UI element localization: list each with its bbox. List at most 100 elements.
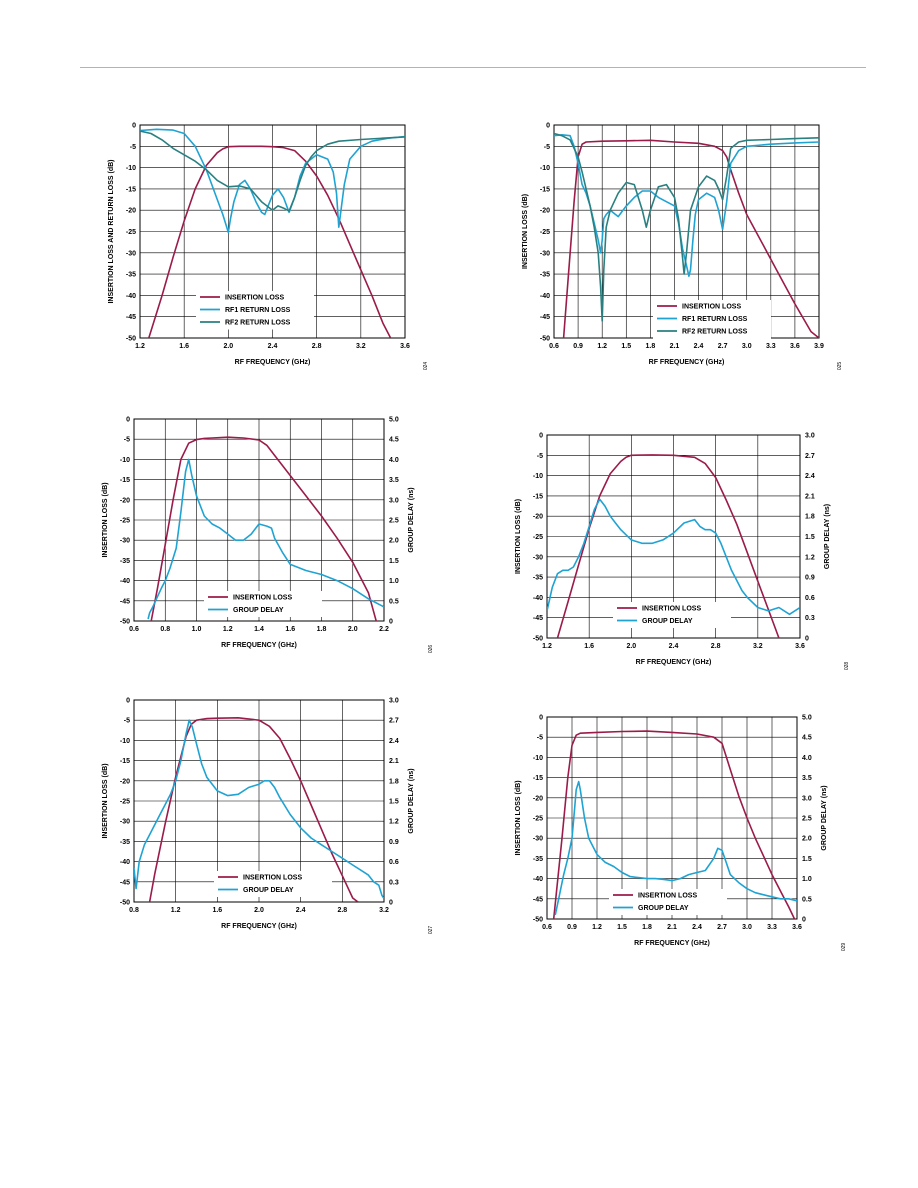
x-tick-label: 0.8 <box>160 626 170 633</box>
y-tick-label: -20 <box>120 497 130 504</box>
x-tick-label: 1.2 <box>542 643 552 650</box>
x-axis-title: RF FREQUENCY (GHz) <box>636 659 712 666</box>
y-tick-label: -10 <box>533 755 543 762</box>
y-tick-label: -50 <box>533 636 543 643</box>
y-tick-label: -45 <box>540 314 550 321</box>
series-line-insertion-loss <box>552 730 796 919</box>
series-line-rf2-return-loss <box>554 132 819 322</box>
plot-frame <box>139 124 406 339</box>
legend-label: INSERTION LOSS <box>682 304 741 311</box>
y2-tick-label: 4.0 <box>802 755 812 762</box>
y2-tick-label: 1.5 <box>802 856 812 863</box>
x-tick-label: 2.1 <box>670 343 680 350</box>
y-tick-label: 0 <box>539 715 543 722</box>
y-tick-label: -5 <box>124 718 130 725</box>
x-tick-label: 3.2 <box>753 643 763 650</box>
legend-label: GROUP DELAY <box>638 905 689 912</box>
y2-tick-label: 1.5 <box>389 799 399 806</box>
chart-fig6: 0.6 0.9 1.2 1.5 1.8 2.1 2.4 2.7 3.0 3.3 3.60-5-10-… <box>515 715 847 952</box>
y2-tick-label: 2.5 <box>389 518 399 525</box>
y-tick-label: -10 <box>533 473 543 480</box>
y-tick-label: -15 <box>120 758 130 765</box>
y2-tick-label: 2.0 <box>389 538 399 545</box>
y-tick-label: -40 <box>120 859 130 866</box>
y-tick-label: -5 <box>544 144 550 151</box>
y-tick-label: -40 <box>126 293 136 300</box>
legend-label: RF2 RETURN LOSS <box>225 320 291 327</box>
x-axis-title: RF FREQUENCY (GHz) <box>634 940 710 947</box>
y2-tick-label: 0.3 <box>389 879 399 886</box>
y-tick-label: -35 <box>533 856 543 863</box>
y-tick-label: -20 <box>533 795 543 802</box>
x-tick-label: 2.7 <box>717 924 727 931</box>
series-line-group-delay <box>147 458 384 620</box>
y2-tick-label: 1.2 <box>805 554 815 561</box>
y2-tick-label: 2.0 <box>802 836 812 843</box>
y-tick-label: -50 <box>533 917 543 924</box>
x-tick-label: 2.2 <box>379 626 389 633</box>
plot-frame <box>133 699 385 903</box>
figure-number: 026 <box>428 645 434 654</box>
series-line-insertion-loss <box>148 717 359 902</box>
figure-number: 025 <box>837 362 843 371</box>
y2-tick-label: 0 <box>805 636 809 643</box>
y-tick-label: -10 <box>120 738 130 745</box>
figure-number: 027 <box>428 926 434 935</box>
y2-tick-label: 1.5 <box>389 558 399 565</box>
x-tick-label: 2.8 <box>711 643 721 650</box>
y-tick-label: -20 <box>540 208 550 215</box>
y-tick-label: 0 <box>539 433 543 440</box>
x-tick-label: 2.8 <box>312 343 322 350</box>
y2-tick-label: 5.0 <box>802 715 812 722</box>
legend: INSERTION LOSS RF1 RETURN LOSS RF2 RETURN … <box>196 291 314 330</box>
y-axis-title: INSERTION LOSS AND RETURN LOSS (dB) <box>108 159 115 303</box>
y-tick-label: -45 <box>533 896 543 903</box>
x-axis-title: RF FREQUENCY (GHz) <box>235 359 311 366</box>
y-tick-label: -20 <box>126 208 136 215</box>
x-tick-label: 2.0 <box>626 643 636 650</box>
x-tick-label: 1.2 <box>223 626 233 633</box>
y2-tick-label: 0 <box>389 619 393 626</box>
page-header-rule <box>80 67 866 68</box>
x-tick-label: 1.4 <box>254 626 264 633</box>
y-tick-label: 0 <box>126 698 130 705</box>
x-tick-label: 1.8 <box>317 626 327 633</box>
y-tick-label: -30 <box>120 819 130 826</box>
figure-number: 028 <box>844 662 850 671</box>
x-tick-label: 0.6 <box>549 343 559 350</box>
y2-tick-label: 0.5 <box>389 598 399 605</box>
x-tick-label: 1.8 <box>642 924 652 931</box>
chart-fig5: 0.8 1.2 1.6 2.0 2.4 2.8 3.20-5-10-15-20-25-30-… <box>102 698 434 935</box>
x-tick-label: 3.0 <box>742 343 752 350</box>
chart-fig1: 1.2 1.6 2.0 2.4 2.8 3.2 3.6 0 -5 -10 -15 -20 -25 -30 -… <box>108 123 429 371</box>
y-tick-label: -45 <box>120 879 130 886</box>
y-tick-label: -5 <box>537 453 543 460</box>
x-tick-label: 1.2 <box>597 343 607 350</box>
y-tick-label: -25 <box>533 816 543 823</box>
legend-label: RF1 RETURN LOSS <box>225 307 291 314</box>
y2-tick-label: 4.0 <box>389 457 399 464</box>
y-tick-label: -30 <box>120 538 130 545</box>
y2-tick-label: 3.0 <box>389 698 399 705</box>
legend-label: GROUP DELAY <box>233 607 284 614</box>
x-tick-label: 1.6 <box>285 626 295 633</box>
series-line-rf1-return-loss <box>140 128 405 234</box>
legend-background <box>204 591 322 617</box>
legend-label: INSERTION LOSS <box>638 893 697 900</box>
y2-axis-title: GROUP DELAY (ns) <box>408 487 415 552</box>
y-tick-label: 0 <box>132 123 136 130</box>
y-tick-label: -5 <box>130 144 136 151</box>
x-tick-label: 0.9 <box>567 924 577 931</box>
x-tick-label: 2.8 <box>337 907 347 914</box>
x-tick-label: 0.6 <box>129 626 139 633</box>
y-tick-label: -40 <box>533 876 543 883</box>
series-line-group-delay <box>547 498 800 616</box>
x-tick-label: 3.2 <box>379 907 389 914</box>
figure-number: 024 <box>423 362 429 371</box>
x-tick-label: 2.4 <box>694 343 704 350</box>
x-tick-label: 3.6 <box>792 924 802 931</box>
y2-tick-label: 2.4 <box>805 473 815 480</box>
x-tick-label: 1.5 <box>621 343 631 350</box>
legend-label: INSERTION LOSS <box>233 595 292 602</box>
y2-tick-label: 0 <box>389 900 393 907</box>
